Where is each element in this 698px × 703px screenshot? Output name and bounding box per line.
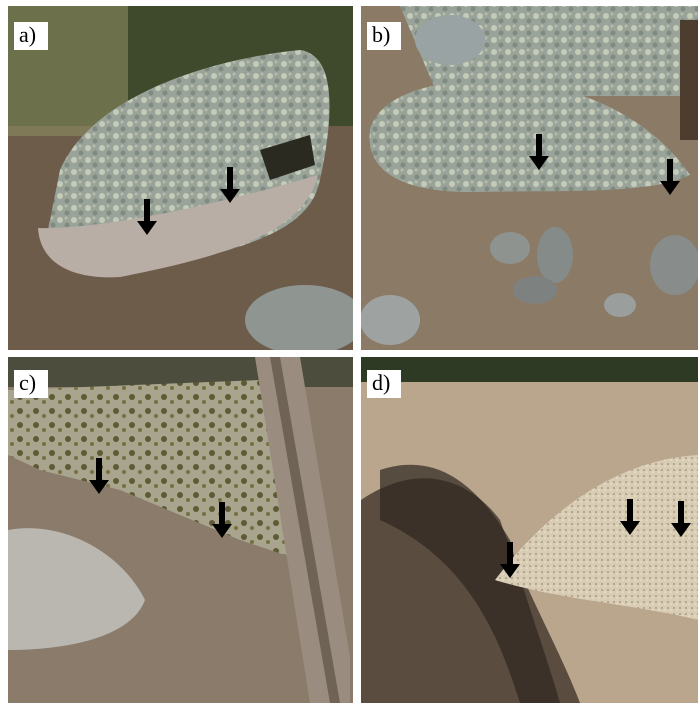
panel-label: a)	[19, 22, 36, 47]
panel-label: b)	[372, 22, 390, 47]
panel-label: d)	[372, 370, 390, 395]
panel-label: c)	[19, 370, 36, 395]
photo-a	[8, 6, 365, 355]
photo-c	[8, 357, 353, 703]
photo-d	[361, 357, 698, 703]
photo-b	[360, 6, 698, 350]
figure: a) b) c) d)	[0, 0, 698, 703]
